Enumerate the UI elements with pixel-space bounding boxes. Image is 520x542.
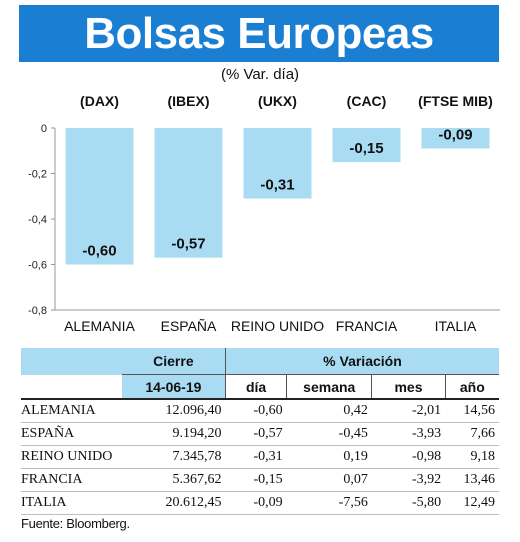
cell-semana: 0,19 <box>286 445 372 469</box>
header-date: 14-06-19 <box>121 374 226 399</box>
cell-name: REINO UNIDO <box>21 445 122 469</box>
series-code-label: (CAC) <box>347 93 387 109</box>
data-label: -0,15 <box>349 140 383 157</box>
y-tick-label: -0,8 <box>28 305 47 317</box>
table-row: ALEMANIA 12.096,40 -0,60 0,42 -2,01 14,56 <box>21 398 499 423</box>
header-dia: día <box>224 374 287 399</box>
cell-name: ESPAÑA <box>21 422 122 446</box>
x-tick-label: ESPAÑA <box>161 318 217 334</box>
series-code-label: (IBEX) <box>168 93 210 109</box>
table-corner <box>21 348 122 375</box>
cell-anio: 13,46 <box>445 468 499 492</box>
cell-cierre: 20.612,45 <box>121 491 226 515</box>
y-tick-label: -0,4 <box>28 214 47 226</box>
table-row: REINO UNIDO 7.345,78 -0,31 0,19 -0,98 9,18 <box>21 445 499 469</box>
cell-dia: -0,60 <box>225 398 287 423</box>
cell-mes: -3,93 <box>371 422 446 446</box>
table-row: ESPAÑA 9.194,20 -0,57 -0,45 -3,93 7,66 <box>21 422 499 446</box>
header-cierre: Cierre <box>121 348 226 375</box>
x-tick-label: REINO UNIDO <box>231 318 324 334</box>
header-semana: semana <box>286 374 372 399</box>
header-mes: mes <box>371 374 446 399</box>
cell-semana: -7,56 <box>286 491 372 515</box>
cell-anio: 14,56 <box>445 398 499 423</box>
data-label: -0,60 <box>82 243 116 260</box>
cell-cierre: 7.345,78 <box>121 445 226 469</box>
cell-dia: -0,09 <box>225 491 287 515</box>
markets-table: Cierre % Variación 14-06-19 día semana m… <box>21 348 499 515</box>
cell-name: ALEMANIA <box>21 398 122 423</box>
cell-cierre: 9.194,20 <box>121 422 226 446</box>
cell-anio: 12,49 <box>445 491 499 515</box>
header-anio: año <box>444 374 499 399</box>
cell-mes: -2,01 <box>371 398 446 423</box>
x-tick-label: ITALIA <box>435 318 477 334</box>
header-variacion: % Variación <box>224 348 499 375</box>
cell-anio: 9,18 <box>445 445 499 469</box>
table-corner-2 <box>21 375 122 400</box>
cell-semana: 0,07 <box>286 468 372 492</box>
series-code-label: (UKX) <box>258 93 297 109</box>
source-note: Fuente: Bloomberg. <box>21 516 130 531</box>
cell-semana: 0,42 <box>286 398 372 423</box>
cell-dia: -0,15 <box>225 468 287 492</box>
cell-mes: -0,98 <box>371 445 446 469</box>
cell-name: ITALIA <box>21 491 122 515</box>
data-label: -0,09 <box>438 126 472 143</box>
cell-cierre: 5.367,62 <box>121 468 226 492</box>
series-code-label: (DAX) <box>80 93 119 109</box>
cell-mes: -5,80 <box>371 491 446 515</box>
table-row: ITALIA 20.612,45 -0,09 -7,56 -5,80 12,49 <box>21 491 499 515</box>
bar <box>332 128 401 163</box>
chart-subtitle: (% Var. día) <box>220 66 300 83</box>
page-title: Bolsas Europeas <box>19 5 499 62</box>
cell-mes: -3,92 <box>371 468 446 492</box>
series-code-label: (FTSE MIB) <box>418 93 493 109</box>
cell-cierre: 12.096,40 <box>121 398 226 423</box>
bar-chart: 0 -0,2 -0,4 -0,6 -0,8 -0,60 (DAX) ALEMANIA -0,57… <box>28 93 500 334</box>
y-tick-label: -0,2 <box>28 169 47 181</box>
cell-name: FRANCIA <box>21 468 122 492</box>
bar <box>154 128 223 258</box>
data-label: -0,31 <box>260 177 294 194</box>
x-tick-label: ALEMANIA <box>64 318 135 334</box>
table-row: FRANCIA 5.367,62 -0,15 0,07 -3,92 13,46 <box>21 468 499 492</box>
cell-dia: -0,57 <box>225 422 287 446</box>
cell-semana: -0,45 <box>286 422 372 446</box>
table-body: ALEMANIA 12.096,40 -0,60 0,42 -2,01 14,56 ESPA… <box>21 398 499 515</box>
y-tick-label: -0,6 <box>28 260 47 272</box>
cell-dia: -0,31 <box>225 445 287 469</box>
x-tick-label: FRANCIA <box>336 318 398 334</box>
data-label: -0,57 <box>171 236 205 253</box>
bar <box>243 128 312 199</box>
cell-anio: 7,66 <box>445 422 499 446</box>
bar <box>421 128 490 149</box>
y-tick-label: 0 <box>41 123 47 135</box>
bar <box>65 128 134 265</box>
